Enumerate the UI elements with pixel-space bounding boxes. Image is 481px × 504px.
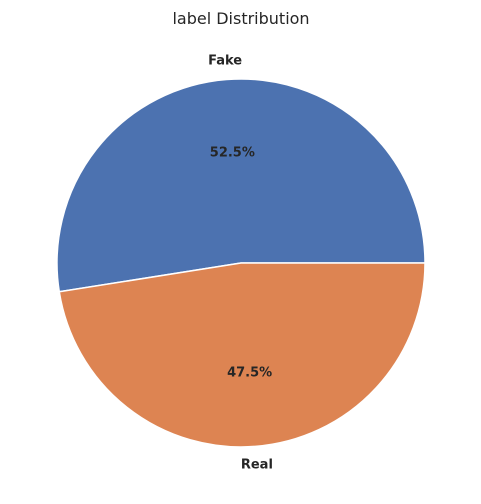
percent-label-fake: 52.5% xyxy=(210,145,255,160)
pie-slice-real xyxy=(58,262,426,448)
pie-slice-fake xyxy=(56,78,426,293)
slice-label-fake: Fake xyxy=(208,54,242,69)
chart-title: label Distribution xyxy=(172,9,309,28)
percent-label-real: 47.5% xyxy=(227,366,272,381)
pie-labels: Fake 52.5% Real 47.5% xyxy=(208,54,273,473)
slice-label-real: Real xyxy=(241,457,273,472)
pie-slices xyxy=(56,78,426,448)
